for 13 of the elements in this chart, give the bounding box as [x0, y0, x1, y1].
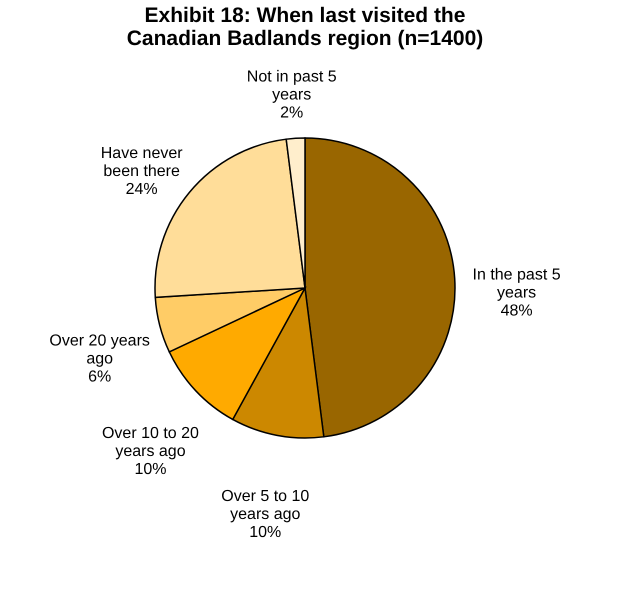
slice-label: In the past 5 years [472, 266, 561, 302]
slice-label: Over 5 to 10 years ago [221, 488, 310, 524]
data-label: 10% [134, 461, 166, 478]
chart-title: Exhibit 18: When last visited the Canadian Badlands region (n=1400) [126, 4, 484, 50]
data-label: 24% [126, 180, 158, 198]
slice-label: Over 20 years ago [49, 332, 150, 368]
data-label: 10% [249, 524, 282, 542]
data-label: 6% [88, 368, 112, 386]
slice-label: Over 10 to 20 years ago [102, 425, 200, 460]
data-label: 48% [500, 302, 533, 320]
slice-label: Not in past 5 years [246, 68, 337, 104]
data-label: 2% [280, 104, 304, 122]
slice-label: Have never been there [100, 144, 184, 180]
